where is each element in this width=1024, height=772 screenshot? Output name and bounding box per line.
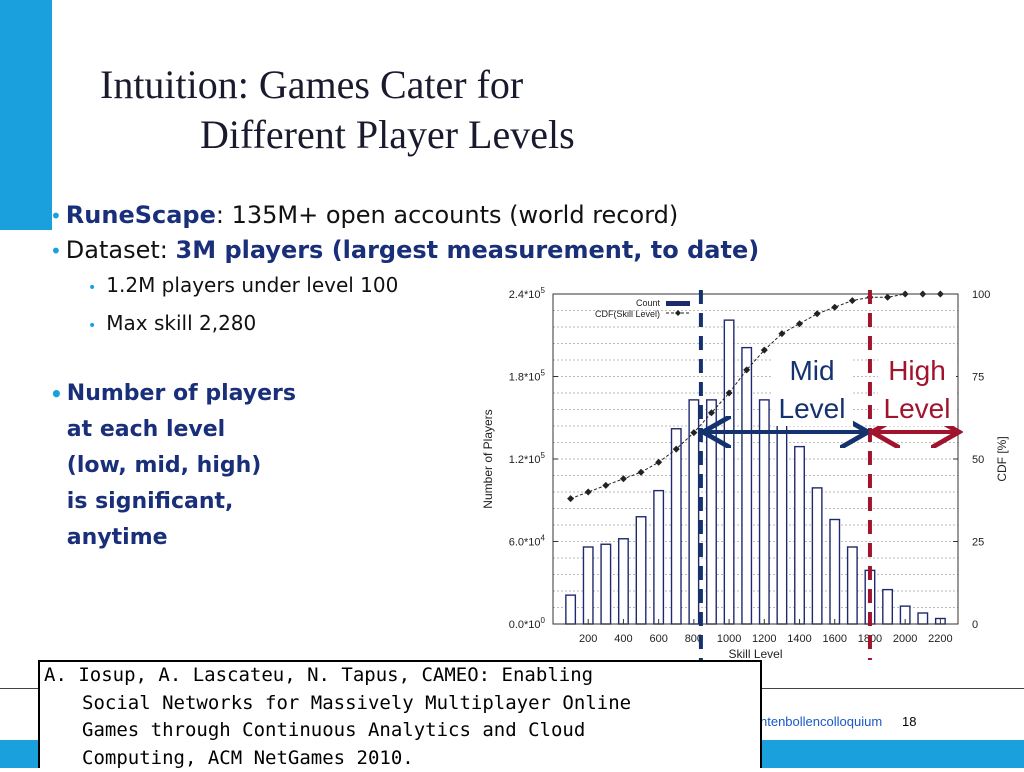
count-bar [566,595,576,624]
cdf-point [620,475,627,482]
citation-line-2: Social Networks for Massively Multiplaye… [44,690,760,718]
cdf-point [814,310,821,317]
y2-axis-title: CDF [%] [995,436,1009,481]
count-bar [918,613,928,624]
x-tick-label: 1000 [717,633,741,645]
legend-count-label: Count [636,298,661,308]
count-bar [601,544,611,624]
count-bar [830,520,840,625]
y2-tick-label: 25 [972,537,984,549]
count-bar [742,348,752,624]
cdf-point [796,320,803,327]
count-bar [724,320,734,624]
citation-line-3: Games through Continuous Analytics and C… [44,717,760,745]
cdf-point [638,469,645,476]
y2-tick-label: 0 [972,619,978,631]
y-tick-label: 2.4*105 [509,286,546,301]
count-bar [848,547,858,624]
x-tick-label: 1600 [822,633,846,645]
cdf-point [585,489,592,496]
x-tick-label: 600 [649,633,667,645]
y2-tick-label: 75 [972,372,984,384]
count-bar [672,429,682,624]
count-bar [619,539,629,624]
cdf-point [655,459,662,466]
count-bar [777,423,787,624]
mid-level-label-line-2: Level [779,393,846,424]
y-tick-label: 6.0*104 [509,534,546,549]
count-bar [812,488,822,624]
y2-tick-label: 50 [972,454,984,466]
legend-cdf-label: CDF(Skill Level) [595,309,660,319]
high-level-label-line-2: Level [884,393,951,424]
cdf-point [602,482,609,489]
count-bar [883,590,893,624]
count-bar [795,447,805,624]
citation-box: A. Iosup, A. Lascateu, N. Tapus, CAMEO: … [38,660,762,768]
high-level-label-line-1: High [888,355,946,386]
cdf-point [849,297,856,304]
y-tick-label: 1.2*105 [509,451,546,466]
cdf-point [567,495,574,502]
legend-cdf-marker [675,310,681,316]
page-number: 18 [902,714,916,729]
legend-count-swatch [666,301,690,306]
y-axis-title: Number of Players [481,409,495,508]
x-tick-label: 200 [579,633,597,645]
mid-level-label-line-1: Mid [789,355,834,386]
x-tick-label: 2200 [928,633,952,645]
cdf-point [884,294,891,301]
y-tick-label: 0.0*100 [509,616,546,631]
x-tick-label: 1200 [752,633,776,645]
y2-tick-label: 100 [972,289,990,301]
x-tick-label: 400 [614,633,632,645]
count-bar [636,517,646,624]
cdf-point [831,304,838,311]
citation-line-1: A. Iosup, A. Lascateu, N. Tapus, CAMEO: … [44,662,760,690]
y-tick-label: 1.8*105 [509,369,546,384]
x-tick-label: 1400 [787,633,811,645]
count-bar [654,491,664,624]
count-bar [583,547,593,624]
x-axis-title: Skill Level [728,647,782,661]
x-tick-label: 2000 [893,633,917,645]
footer-text: ntenbollencolloquium [760,714,882,729]
